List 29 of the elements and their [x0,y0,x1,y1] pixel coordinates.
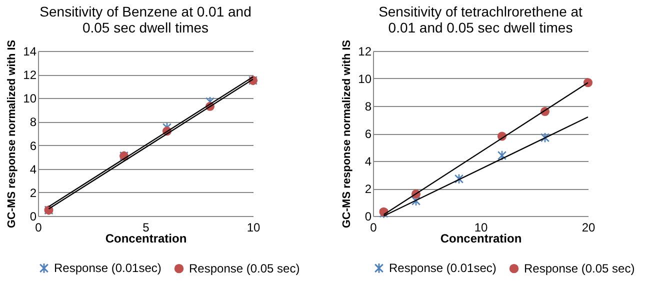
y-tick-label: 4 [364,154,372,168]
x-axis-title: Concentration [105,232,187,246]
y-tick-label: 12 [23,68,37,82]
x-tick-label: 5 [142,220,150,234]
legend-label: Response (0.05 sec) [524,262,635,276]
y-tick-label: 4 [30,162,37,176]
y-tick-label: 2 [30,186,37,200]
y-tick-label: 12 [358,44,372,58]
y-tick-label: 0 [30,210,37,224]
y-tick-label: 10 [358,72,372,86]
y-axis-title: GC-MS response normalized with IS [6,40,18,228]
y-axis-title: GC-MS response normalized with IS [341,40,354,228]
y-tick-label: 8 [30,115,37,130]
x-tick-label: 20 [582,220,596,234]
chart-title: Sensitivity of tetrachlrorethene at 0.01 and 0.05 sec dwell times [378,3,583,36]
y-tick-label: 14 [23,44,37,58]
y-tick-label: 10 [23,92,37,106]
x-axis-title: Concentration [440,232,522,246]
x-tick-label: 10 [246,220,260,234]
legend-label: Response (0.05 sec) [189,262,300,276]
y-tick-label: 8 [364,100,372,114]
x-tick-label: 10 [474,220,488,234]
legend-label: Response (0.01sec) [54,261,162,276]
y-tick-label: 2 [364,182,372,196]
y-tick-label: 6 [364,127,372,141]
legend-label: Response (0.01sec) [389,261,496,276]
y-tick-label: 0 [364,210,372,224]
chart-title: Sensitivity of Benzene at 0.01 and 0.05 sec dwell times [40,3,252,36]
y-tick-label: 6 [30,138,37,153]
